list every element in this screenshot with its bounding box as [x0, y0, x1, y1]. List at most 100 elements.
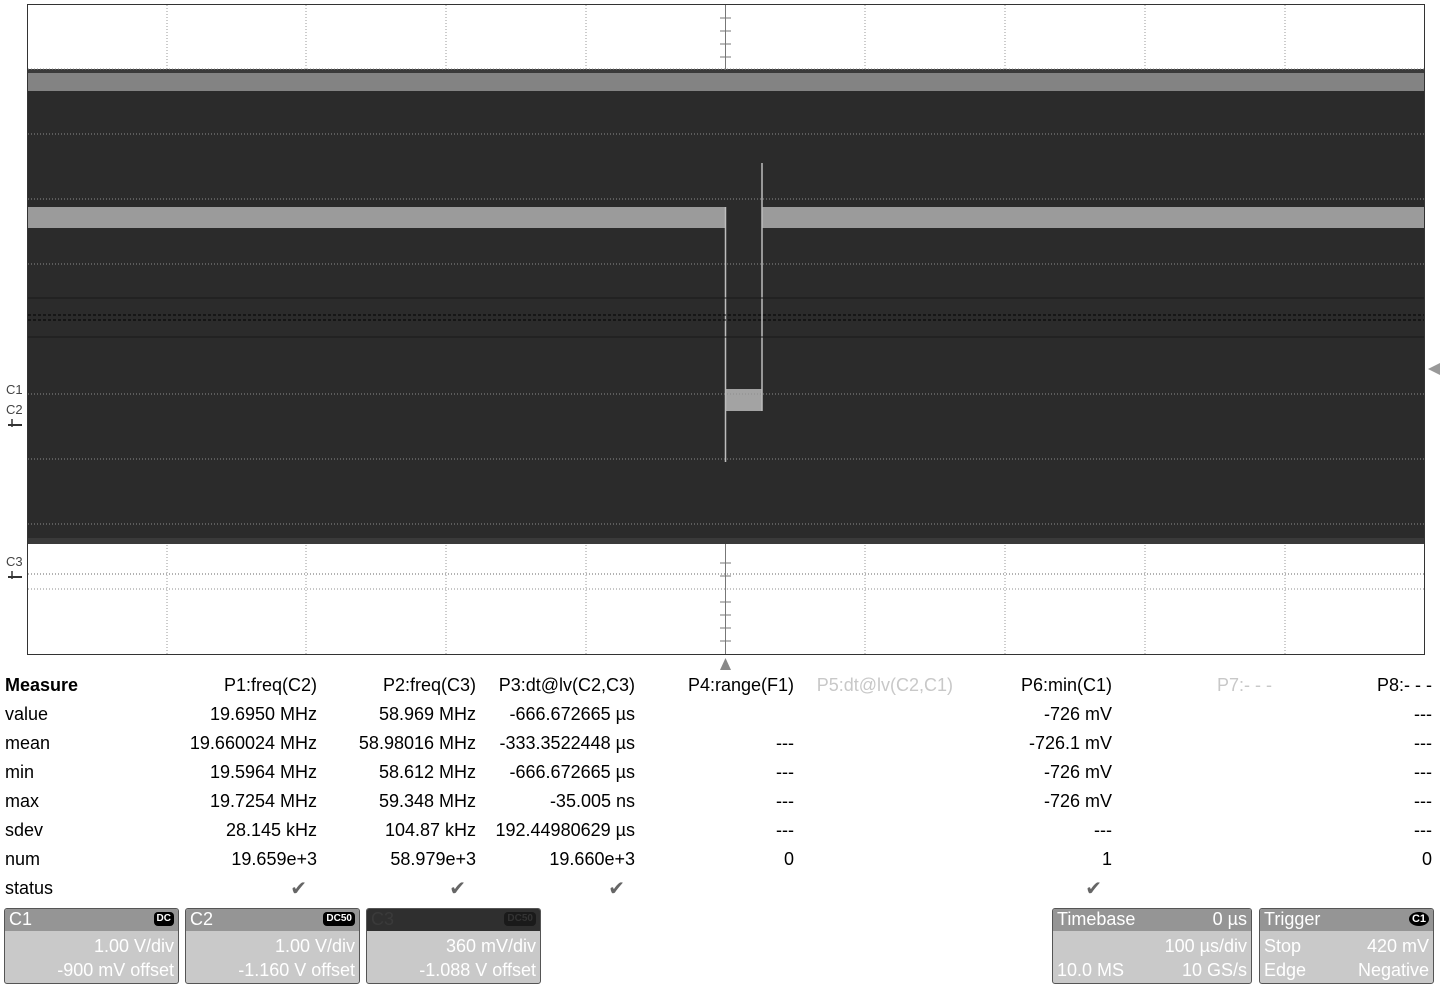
measure-row-value: value 19.6950 MHz 58.969 MHz -666.672665 µs…: [0, 702, 1446, 731]
timebase-rate: 10 GS/s: [1181, 960, 1247, 980]
panel-c2-offset: -1.160 V offset: [238, 960, 355, 980]
measure-cell-p3-mean: -333.3522448 µs: [499, 733, 635, 753]
panel-c1-offset: -900 mV offset: [57, 960, 174, 980]
trigger-level: 420 mV: [1366, 936, 1429, 956]
measure-cell-p3-status: ✔: [608, 878, 625, 900]
trigger-slope: Negative: [1357, 960, 1429, 980]
measure-cell-p6-status: ✔: [1085, 878, 1102, 900]
channel-label-c1: C1: [6, 382, 23, 397]
measure-cell-p8-sdev: ---: [1414, 820, 1432, 840]
timebase-samples: 10.0 MS: [1057, 960, 1125, 980]
measure-cell-p8-value: ---: [1414, 704, 1432, 724]
measure-cell-p2-status: ✔: [449, 878, 466, 900]
measure-cell-p8-max: ---: [1414, 791, 1432, 811]
measure-param-label-p1[interactable]: P1:freq(C2): [223, 675, 317, 695]
trace-c2-top: [28, 73, 1424, 91]
measure-param-label-p8[interactable]: P8:- - -: [1376, 675, 1432, 695]
measure-cell-p6-value: -726 mV: [1043, 704, 1112, 724]
measure-cell-p1-min: 19.5964 MHz: [209, 762, 317, 782]
channel-panel-c1[interactable]: C1 DC 1.00 V/div -900 mV offset: [4, 908, 179, 984]
panel-c2-name: C2: [190, 909, 214, 929]
measure-header-row: Measure P1:freq(C2) P2:freq(C3) P3:dt@lv(C2…: [0, 673, 1446, 702]
measure-param-label-p3[interactable]: P3:dt@lv(C2,C3): [498, 675, 635, 695]
channel-panel-c3[interactable]: C3 DC50 360 mV/div -1.088 V offset: [366, 908, 541, 984]
measure-cell-p2-num: 58.979e+3: [390, 849, 476, 869]
measure-cell-p8-num: 0: [1421, 849, 1432, 869]
measure-param-label-p2[interactable]: P2:freq(C3): [382, 675, 476, 695]
panel-c2-coupling-badge: DC50: [323, 912, 355, 926]
measure-cell-p2-min: 58.612 MHz: [378, 762, 476, 782]
measure-param-label-p4[interactable]: P4:range(F1): [687, 675, 794, 695]
trace-pulse: [725, 389, 762, 411]
measure-cell-p1-sdev: 28.145 kHz: [225, 820, 317, 840]
trace-c2-band: [28, 207, 725, 228]
measure-cell-p1-status: ✔: [290, 878, 307, 900]
measure-param-label-p6[interactable]: P6:min(C1): [1020, 675, 1112, 695]
measure-cell-p6-max: -726 mV: [1043, 791, 1112, 811]
panel-c1-vdiv: 1.00 V/div: [93, 936, 174, 956]
trigger-level-marker: [1428, 363, 1440, 375]
measure-cell-p6-min: -726 mV: [1043, 762, 1112, 782]
measure-cell-p2-sdev: 104.87 kHz: [384, 820, 476, 840]
measure-cell-p3-value: -666.672665 µs: [509, 704, 635, 724]
center-axis: [720, 5, 731, 654]
timebase-panel[interactable]: Timebase 0 µs 100 µs/div 10.0 MS 10 GS/s: [1052, 908, 1252, 984]
panel-c2-vdiv: 1.00 V/div: [274, 936, 355, 956]
measure-cell-p3-max: -35.005 ns: [549, 791, 635, 811]
measure-cell-p2-max: 59.348 MHz: [378, 791, 476, 811]
measure-cell-p4-max: ---: [776, 791, 794, 811]
measure-cell-p4-sdev: ---: [776, 820, 794, 840]
measure-row-num: num 19.659e+3 58.979e+3 19.660e+3 0 1 0: [0, 847, 1446, 876]
measure-cell-p1-max: 19.7254 MHz: [209, 791, 317, 811]
trigger-source-badge: C1: [1408, 912, 1429, 926]
channel-label-c2: C2: [6, 402, 23, 417]
measure-row-sdev: sdev 28.145 kHz 104.87 kHz 192.44980629 µs -…: [0, 818, 1446, 847]
measure-title: Measure: [5, 675, 79, 695]
measure-cell-p2-value: 58.969 MHz: [378, 704, 476, 724]
measure-row-status: status ✔ ✔ ✔ ✔: [0, 876, 1446, 905]
trigger-mode: Stop: [1264, 936, 1302, 956]
measure-cell-p4-mean: ---: [776, 733, 794, 753]
measure-row-label: min: [5, 762, 35, 782]
measure-row-label: status: [5, 878, 54, 898]
measure-param-label-p5[interactable]: P5:dt@lv(C2,C1): [816, 675, 953, 695]
measure-row-mean: mean 19.660024 MHz 58.98016 MHz -333.352244…: [0, 731, 1446, 760]
measure-param-label-p7[interactable]: P7:- - -: [1216, 675, 1272, 695]
panel-c3-offset: -1.088 V offset: [419, 960, 536, 980]
timebase-title: Timebase: [1057, 909, 1136, 929]
measure-cell-p4-num: 0: [783, 849, 794, 869]
measure-row-label: num: [5, 849, 41, 869]
panel-c1-name: C1: [9, 909, 33, 929]
trigger-type: Edge: [1264, 960, 1307, 980]
measure-cell-p3-num: 19.660e+3: [549, 849, 635, 869]
measure-cell-p6-mean: -726.1 mV: [1028, 733, 1112, 753]
measure-row-max: max 19.7254 MHz 59.348 MHz -35.005 ns --- -72…: [0, 789, 1446, 818]
measure-cell-p1-num: 19.659e+3: [231, 849, 317, 869]
measure-cell-p6-num: 1: [1101, 849, 1112, 869]
measure-cell-p6-sdev: ---: [1094, 820, 1112, 840]
measure-cell-p8-min: ---: [1414, 762, 1432, 782]
timebase-delay: 0 µs: [1212, 909, 1247, 929]
measure-row-label: max: [5, 791, 40, 811]
measure-cell-p3-sdev: 192.44980629 µs: [495, 820, 636, 840]
measure-row-label: mean: [5, 733, 51, 753]
measure-cell-p3-min: -666.672665 µs: [509, 762, 635, 782]
panel-c3-coupling-badge: DC50: [504, 912, 536, 926]
measure-cell-p1-mean: 19.660024 MHz: [189, 733, 317, 753]
measure-cell-p1-value: 19.6950 MHz: [209, 704, 317, 724]
trigger-time-marker: [720, 658, 731, 670]
trigger-panel[interactable]: Trigger C1 Stop 420 mV Edge Negative: [1259, 908, 1434, 984]
waveform-display[interactable]: [0, 0, 1446, 672]
panel-c3-name: C3: [371, 909, 395, 929]
panel-c1-coupling-badge: DC: [153, 912, 174, 926]
channel-label-c3: C3: [6, 554, 23, 569]
measure-cell-p4-min: ---: [776, 762, 794, 782]
timebase-tdiv: 100 µs/div: [1164, 936, 1247, 956]
panel-c3-vdiv: 360 mV/div: [445, 936, 536, 956]
measure-cell-p2-mean: 58.98016 MHz: [358, 733, 476, 753]
measure-row-label: value: [5, 704, 49, 724]
channel-panel-c2[interactable]: C2 DC50 1.00 V/div -1.160 V offset: [185, 908, 360, 984]
measure-cell-p8-mean: ---: [1414, 733, 1432, 753]
trigger-title: Trigger: [1264, 909, 1321, 929]
measure-row-label: sdev: [5, 820, 44, 840]
